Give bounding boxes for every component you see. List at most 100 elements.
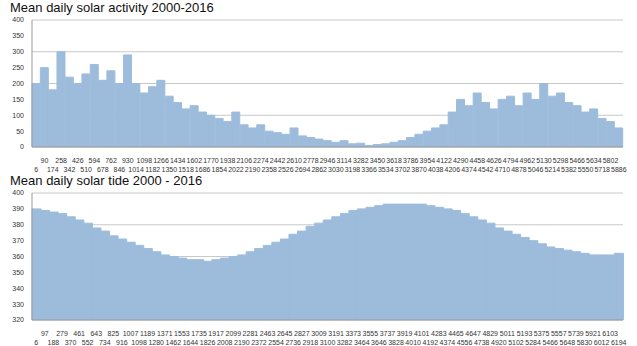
svg-text:390: 390: [12, 205, 24, 212]
svg-text:4962: 4962: [519, 157, 535, 164]
svg-text:4710: 4710: [495, 166, 511, 173]
svg-text:2372: 2372: [251, 339, 267, 346]
svg-text:342: 342: [64, 166, 76, 173]
svg-text:3100: 3100: [320, 339, 336, 346]
svg-text:0: 0: [20, 143, 24, 150]
svg-text:320: 320: [12, 316, 24, 323]
svg-text:4010: 4010: [405, 339, 421, 346]
svg-text:3786: 3786: [403, 157, 419, 164]
svg-text:258: 258: [55, 157, 67, 164]
svg-text:4038: 4038: [428, 166, 444, 173]
svg-text:2526: 2526: [278, 166, 294, 173]
svg-text:930: 930: [122, 157, 134, 164]
svg-text:510: 510: [80, 166, 92, 173]
svg-text:400: 400: [12, 16, 24, 23]
svg-text:2022: 2022: [228, 166, 244, 173]
svg-text:3954: 3954: [420, 157, 436, 164]
svg-text:552: 552: [82, 339, 94, 346]
svg-text:1462: 1462: [166, 339, 182, 346]
svg-text:1350: 1350: [162, 166, 178, 173]
svg-text:1189: 1189: [140, 330, 155, 337]
svg-text:2099: 2099: [225, 330, 241, 337]
svg-text:200: 200: [12, 80, 24, 87]
svg-text:825: 825: [108, 330, 120, 337]
svg-text:1917: 1917: [208, 330, 224, 337]
svg-text:97: 97: [41, 330, 49, 337]
svg-text:2281: 2281: [243, 330, 259, 337]
svg-text:5284: 5284: [525, 339, 541, 346]
svg-text:360: 360: [12, 253, 24, 260]
svg-text:2778: 2778: [303, 157, 319, 164]
svg-text:5466: 5466: [569, 157, 585, 164]
svg-text:1371: 1371: [157, 330, 173, 337]
svg-text:5718: 5718: [594, 166, 610, 173]
svg-text:4374: 4374: [440, 339, 456, 346]
svg-text:426: 426: [72, 157, 84, 164]
svg-text:5557: 5557: [551, 330, 567, 337]
svg-text:3702: 3702: [395, 166, 411, 173]
svg-text:3198: 3198: [345, 166, 361, 173]
svg-text:300: 300: [12, 48, 24, 55]
svg-text:3450: 3450: [370, 157, 386, 164]
svg-text:5298: 5298: [553, 157, 569, 164]
svg-text:6194: 6194: [611, 339, 627, 346]
svg-text:762: 762: [105, 157, 117, 164]
svg-text:4920: 4920: [491, 339, 507, 346]
svg-text:678: 678: [97, 166, 109, 173]
svg-text:3737: 3737: [380, 330, 396, 337]
svg-text:846: 846: [114, 166, 126, 173]
svg-text:4794: 4794: [503, 157, 519, 164]
svg-text:2442: 2442: [270, 157, 286, 164]
svg-text:2946: 2946: [320, 157, 336, 164]
svg-text:380: 380: [12, 221, 24, 228]
svg-text:1007: 1007: [123, 330, 139, 337]
svg-text:4647: 4647: [465, 330, 481, 337]
svg-text:3464: 3464: [354, 339, 370, 346]
svg-text:2694: 2694: [295, 166, 311, 173]
svg-text:2008: 2008: [217, 339, 233, 346]
svg-text:5886: 5886: [611, 166, 627, 173]
svg-text:3030: 3030: [328, 166, 344, 173]
svg-text:1182: 1182: [145, 166, 160, 173]
svg-text:3870: 3870: [411, 166, 427, 173]
svg-text:1280: 1280: [148, 339, 164, 346]
svg-text:4556: 4556: [457, 339, 473, 346]
svg-text:1686: 1686: [195, 166, 211, 173]
svg-text:2274: 2274: [253, 157, 269, 164]
svg-text:1266: 1266: [153, 157, 169, 164]
svg-text:1602: 1602: [187, 157, 203, 164]
svg-text:2645: 2645: [277, 330, 293, 337]
svg-text:1014: 1014: [128, 166, 144, 173]
svg-text:1735: 1735: [191, 330, 207, 337]
svg-text:4122: 4122: [436, 157, 452, 164]
svg-text:5046: 5046: [528, 166, 544, 173]
svg-text:4542: 4542: [478, 166, 494, 173]
svg-text:2918: 2918: [303, 339, 319, 346]
svg-text:90: 90: [41, 157, 49, 164]
svg-text:5830: 5830: [577, 339, 593, 346]
svg-text:5193: 5193: [517, 330, 533, 337]
svg-text:6: 6: [34, 166, 38, 173]
svg-text:5011: 5011: [500, 330, 515, 337]
svg-text:3646: 3646: [371, 339, 387, 346]
svg-text:100: 100: [12, 112, 24, 119]
svg-text:3114: 3114: [337, 157, 352, 164]
svg-text:340: 340: [12, 285, 24, 292]
svg-text:5739: 5739: [568, 330, 584, 337]
svg-text:1938: 1938: [220, 157, 236, 164]
svg-text:400: 400: [12, 189, 24, 196]
svg-text:1826: 1826: [200, 339, 216, 346]
svg-text:1434: 1434: [170, 157, 186, 164]
svg-text:150: 150: [12, 96, 24, 103]
svg-text:1553: 1553: [174, 330, 190, 337]
svg-text:3282: 3282: [337, 339, 353, 346]
svg-text:2463: 2463: [260, 330, 276, 337]
svg-text:4206: 4206: [445, 166, 461, 173]
svg-text:3618: 3618: [386, 157, 402, 164]
svg-text:1770: 1770: [203, 157, 219, 164]
svg-text:5382: 5382: [561, 166, 577, 173]
svg-text:279: 279: [56, 330, 68, 337]
svg-text:4374: 4374: [461, 166, 477, 173]
svg-text:1098: 1098: [137, 157, 153, 164]
svg-text:5102: 5102: [508, 339, 524, 346]
